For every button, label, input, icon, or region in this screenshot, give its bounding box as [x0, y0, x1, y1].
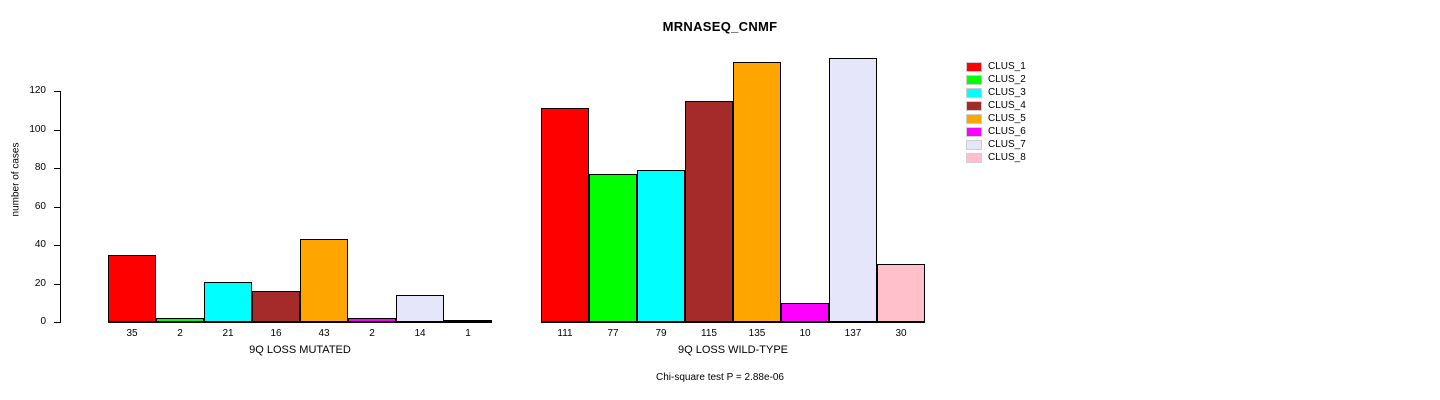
legend-item-label: CLUS_5 — [988, 113, 1026, 124]
group-axis-label: 9Q LOSS MUTATED — [249, 344, 351, 356]
bar-value-label: 43 — [318, 328, 330, 339]
bar-value-label: 137 — [844, 328, 862, 339]
bar-value-label: 1 — [465, 328, 471, 339]
legend-item-label: CLUS_4 — [988, 100, 1026, 111]
bar — [348, 318, 396, 322]
bar-value-label: 30 — [895, 328, 907, 339]
y-axis-tick-label: 40 — [34, 239, 46, 250]
bar — [396, 295, 444, 322]
bar — [877, 264, 925, 322]
bar — [204, 282, 252, 322]
y-axis-tick — [54, 168, 60, 169]
chi-square-annotation: Chi-square test P = 2.88e-06 — [656, 372, 784, 383]
legend-color-swatch-icon — [966, 139, 982, 150]
legend-color-swatch-icon — [966, 100, 982, 111]
y-axis-title: number of cases — [10, 142, 22, 217]
y-axis-tick — [54, 206, 60, 208]
y-axis-tick — [54, 245, 60, 246]
bar-value-label: 10 — [799, 328, 811, 339]
y-axis-tick-label: 0 — [40, 316, 46, 327]
bar — [733, 62, 781, 322]
legend-color-swatch-icon — [966, 113, 982, 124]
y-axis-tick — [54, 322, 60, 323]
bar — [300, 239, 348, 322]
y-axis-tick — [54, 91, 60, 92]
group-baseline — [541, 322, 925, 323]
legend-item[interactable]: CLUS_7 — [966, 138, 1026, 151]
legend-color-swatch-icon — [966, 74, 982, 85]
y-axis-tick-label: 100 — [29, 123, 46, 135]
chart-title: MRNASEQ_CNMF — [662, 19, 778, 34]
bar — [156, 318, 204, 322]
bar-value-label: 115 — [701, 328, 717, 339]
y-axis-tick — [54, 283, 60, 285]
y-axis-tick-label: 80 — [34, 162, 46, 173]
y-axis-tick-label: 120 — [29, 85, 46, 96]
bar-value-label: 21 — [222, 328, 234, 339]
plot-area: number of cases 0 20 40 60 80 100 120 35 2 21 16 4… — [10, 58, 925, 356]
bar-value-label: 2 — [177, 328, 183, 339]
bar-value-label: 77 — [607, 328, 619, 339]
legend-item-label: CLUS_8 — [988, 152, 1026, 163]
bar — [108, 255, 156, 322]
bar — [637, 170, 685, 322]
bar — [252, 291, 300, 322]
y-axis-tick-label: 20 — [34, 277, 46, 289]
legend-item[interactable]: CLUS_2 — [966, 73, 1026, 86]
bar-value-label: 14 — [414, 328, 426, 339]
bar — [781, 303, 829, 322]
bar-value-label: 2 — [369, 328, 375, 339]
bar-value-label: 135 — [748, 328, 766, 339]
legend-color-swatch-icon — [966, 126, 982, 137]
legend-item[interactable]: CLUS_1 — [966, 60, 1026, 73]
legend-item-label: CLUS_3 — [988, 87, 1026, 98]
legend-color-swatch-icon — [966, 152, 982, 163]
legend-item-label: CLUS_2 — [988, 74, 1026, 85]
legend-item[interactable]: CLUS_3 — [966, 86, 1026, 99]
group-baseline — [108, 322, 492, 323]
bar-value-label: 79 — [655, 328, 667, 339]
legend-item-label: CLUS_1 — [988, 61, 1026, 72]
bar — [541, 108, 589, 322]
bar — [589, 174, 637, 322]
bar — [829, 58, 877, 322]
bar — [444, 320, 492, 322]
legend-color-swatch-icon — [966, 61, 982, 72]
y-axis-tick — [54, 129, 60, 131]
legend-item[interactable]: CLUS_5 — [966, 112, 1026, 125]
legend: CLUS_1 CLUS_2 CLUS_3 CLUS_4 CLUS_5 CLUS_6 CLUS… — [966, 60, 1026, 164]
legend-item[interactable]: CLUS_8 — [966, 151, 1026, 164]
y-axis-line — [60, 91, 61, 323]
bar-value-label: 111 — [557, 328, 573, 339]
legend-color-swatch-icon — [966, 87, 982, 98]
bar — [685, 101, 733, 322]
y-axis-tick-label: 60 — [34, 200, 46, 212]
group-axis-label: 9Q LOSS WILD-TYPE — [677, 344, 789, 356]
bar-value-label: 16 — [270, 328, 282, 339]
legend-item[interactable]: CLUS_4 — [966, 99, 1026, 112]
legend-item-label: CLUS_7 — [988, 139, 1026, 150]
bar-value-label: 35 — [126, 328, 138, 339]
legend-item[interactable]: CLUS_6 — [966, 125, 1026, 138]
legend-item-label: CLUS_6 — [988, 126, 1026, 137]
